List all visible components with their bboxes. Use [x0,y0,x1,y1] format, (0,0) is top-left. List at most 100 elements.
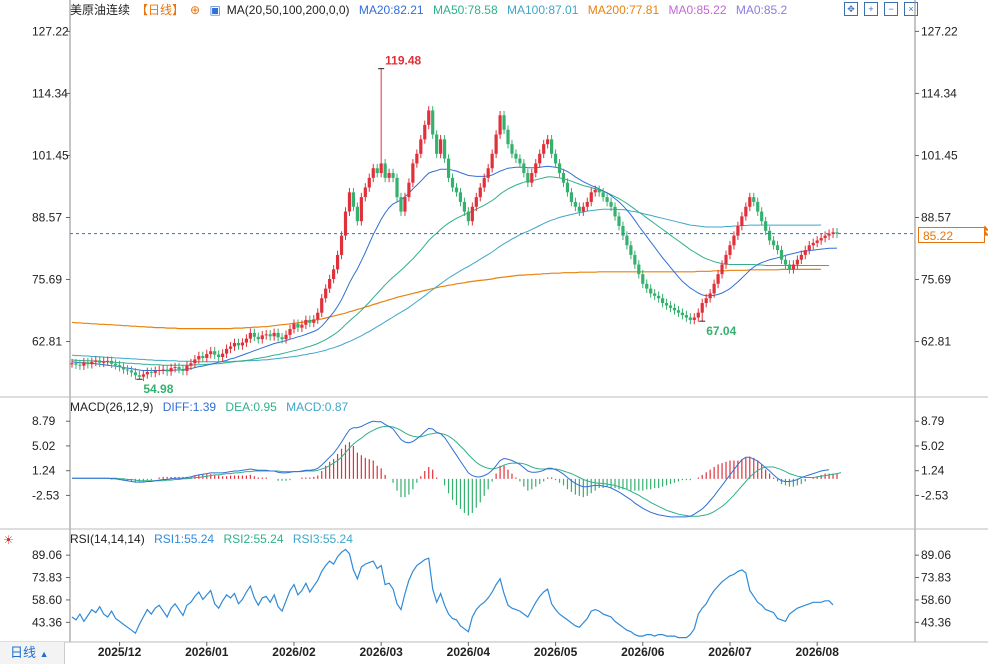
candle-body [268,334,272,337]
x-axis-label: 2026/03 [359,645,403,659]
candle-body [141,374,145,377]
candle-body [807,245,811,251]
candle-body [597,189,601,193]
candle-body [680,312,685,316]
candle-body [308,319,312,323]
candle-body [209,351,213,355]
macd-params[interactable]: MACD(26,12,9) [70,400,154,414]
candle-body [510,144,514,154]
candle-body [86,362,90,365]
candle-body [752,197,756,202]
candle-body [383,163,387,178]
candle-body [129,370,134,373]
candle-body [213,351,217,355]
price-tick-label-right: 101.45 [921,148,958,162]
candle-body [335,254,340,270]
candle-body [633,254,637,265]
candle-body [78,364,82,366]
settings-circle-icon[interactable]: ⊕ [190,3,201,17]
candle-body [70,363,74,365]
candle-body [831,232,835,234]
candle-body [94,360,98,362]
candle-body [478,187,482,198]
rsi-legend: RSI(14,14,14) RSI1:55.24 RSI2:55.24 RSI3… [70,531,359,547]
candle-body [454,187,459,193]
candle-body [672,307,677,311]
rsi-tick-label-right: 73.83 [921,571,951,585]
candle-body [423,124,427,140]
high-price-label: 119.48 [385,54,421,68]
candle-body [439,139,443,154]
candle-body [232,343,237,347]
candle-body [300,324,304,328]
low-price-label: 54.98 [143,382,173,396]
candle-body [518,158,522,164]
rsi-tick-label-right: 89.06 [921,548,951,562]
candle-body [498,115,502,135]
price-tick-label-right: 88.57 [921,210,951,224]
rsi-tick-label-right: 58.60 [921,593,951,607]
candle-body [625,235,629,246]
candle-body [312,319,316,323]
candle-body [811,242,815,246]
candle-body [90,361,94,365]
candle-body [367,177,371,188]
ma100-value: MA100:87.01 [507,3,579,17]
candle-body [415,153,419,164]
rsi-line [71,548,834,639]
price-arrow-icon [981,225,988,236]
candle-body [363,187,367,198]
candle-body [775,245,780,251]
candle-body [466,211,470,222]
candle-body [149,371,153,373]
move-icon[interactable]: ✥ [844,2,858,16]
ma-params[interactable]: MA(20,50,100,200,0,0) [226,3,350,17]
candle-body [696,312,700,318]
candle-body [593,189,597,193]
candle-body [82,362,86,366]
candle-body [110,360,114,364]
candle-body [185,365,189,371]
candle-body [276,332,280,338]
candle-body [514,153,518,159]
rsi-settings-icon[interactable]: ☀ [3,533,14,547]
candle-body [522,163,526,174]
low-price-label: 67.04 [706,324,736,338]
chart-toolbar: ✥ + − × [844,2,918,16]
macd-tick-label-left: 8.79 [32,414,56,428]
candle-body [280,337,284,340]
candle-body [538,153,542,164]
close-icon[interactable]: × [904,2,918,16]
ma0-value-b: MA0:85.2 [735,3,788,17]
candle-body [153,370,157,373]
rsi-tick-label-left: 73.83 [32,571,62,585]
candle-body [419,139,423,154]
candle-body [359,197,363,222]
candle-body [787,264,792,270]
zoom-in-icon[interactable]: + [864,2,878,16]
current-price-tag: 85.22 [918,227,985,243]
rsi-params[interactable]: RSI(14,14,14) [70,532,145,546]
candle-body [339,235,344,255]
candle-body [756,201,760,212]
period-label[interactable]: 【日线】 [136,3,185,17]
macd-tick-label-right: 5.02 [921,439,945,453]
macd-tick-label-right: -2.53 [921,488,949,502]
candle-body [577,206,581,212]
price-tick-label-left: 75.69 [32,273,62,287]
candle-body [292,323,296,330]
candle-body [494,134,498,154]
candle-body [534,163,538,174]
candle-body [145,371,149,375]
zoom-out-icon[interactable]: − [884,2,898,16]
candle-body [641,274,645,284]
candle-body [407,182,411,198]
candle-body [740,216,744,227]
price-tick-label-left: 114.34 [32,86,68,100]
candle-body [779,250,784,260]
candle-body [557,163,562,174]
price-tick-label-left: 88.57 [32,210,62,224]
ma0-value-a: MA0:85.22 [668,3,727,17]
period-switch-tab[interactable]: 日线 ▲ [0,642,65,664]
